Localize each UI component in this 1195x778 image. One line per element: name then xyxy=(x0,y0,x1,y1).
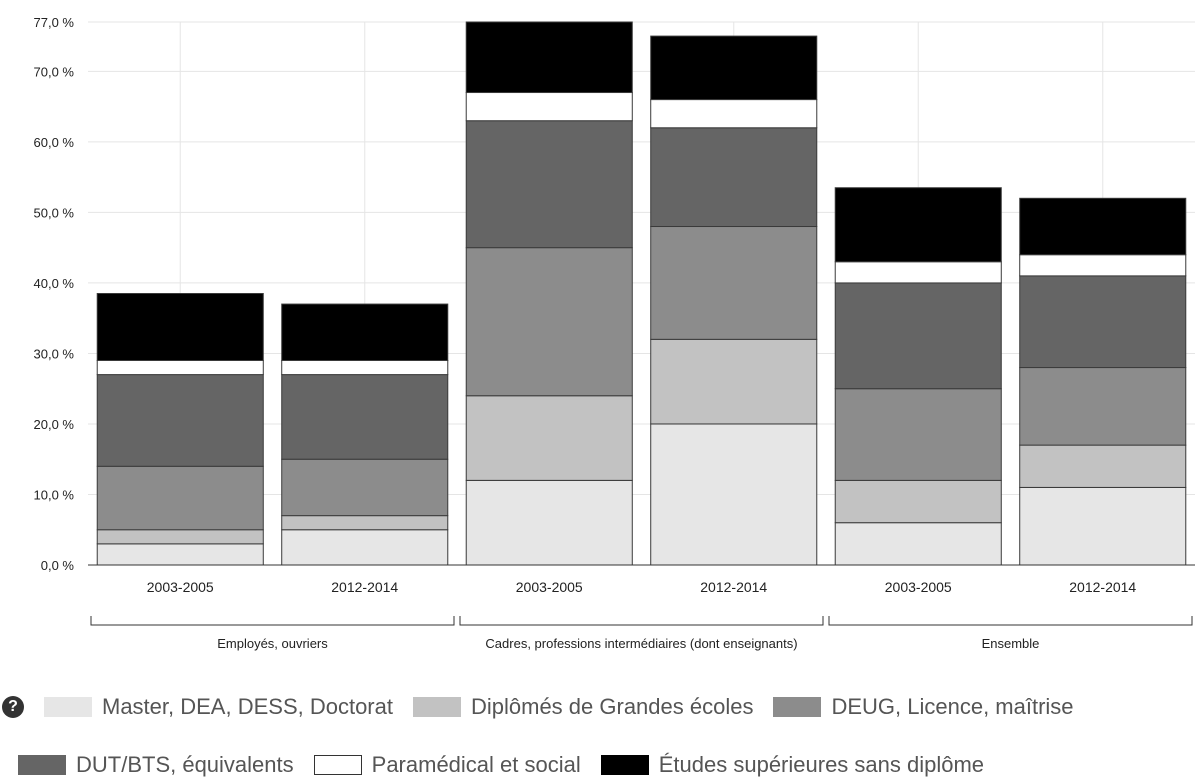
group-label: Employés, ouvriers xyxy=(217,636,328,651)
x-tick-label: 2003-2005 xyxy=(516,579,583,595)
bar-segment xyxy=(1019,486,1187,566)
legend-swatch xyxy=(44,697,92,717)
group-bracket xyxy=(90,616,455,626)
legend-label: DUT/BTS, équivalents xyxy=(76,752,294,777)
legend-row: ? Master, DEA, DESS, Doctorat Diplômés de… xyxy=(0,694,1094,720)
bar-segment xyxy=(834,187,1002,263)
bar-segment xyxy=(650,338,818,425)
stacked-bar-chart: 0,0 % 10,0 % 20,0 % 30,0 % 40,0 % 50,0 % 60,0 … xyxy=(34,15,1195,651)
bar-segment xyxy=(281,458,449,517)
bar-segment xyxy=(465,120,633,249)
legend-swatch xyxy=(600,755,649,775)
legend-swatch xyxy=(18,755,66,775)
y-tick-label: 40,0 % xyxy=(34,276,75,291)
legend-label: Paramédical et social xyxy=(371,752,581,777)
bar-segment xyxy=(281,303,449,361)
legend-item[interactable]: Diplômés de Grandes écoles xyxy=(412,694,754,720)
x-tick-label: 2003-2005 xyxy=(885,579,952,595)
bar-segment xyxy=(281,515,449,531)
y-tick-label: 30,0 % xyxy=(34,346,75,361)
bar-segment xyxy=(465,247,633,397)
legend-item[interactable]: Paramédical et social xyxy=(313,752,581,778)
x-tick-label: 2012-2014 xyxy=(1069,579,1136,595)
bar-segment xyxy=(96,465,264,531)
group-bracket xyxy=(459,616,824,626)
bar-segment xyxy=(96,359,264,376)
legend-row: DUT/BTS, équivalents Paramédical et socia… xyxy=(18,752,1004,778)
y-tick-label: 20,0 % xyxy=(34,417,75,432)
legend-swatch xyxy=(773,697,822,717)
legend-label: Études supérieures sans diplôme xyxy=(658,752,985,777)
legend-label: DEUG, Licence, maîtrise xyxy=(831,694,1074,719)
y-tick-label: 10,0 % xyxy=(34,487,75,502)
legend-item[interactable]: Master, DEA, DESS, Doctorat xyxy=(44,694,393,720)
group-label: Cadres, professions intermédiaires (dont… xyxy=(485,636,797,651)
legend-item[interactable]: DEUG, Licence, maîtrise xyxy=(773,694,1074,720)
bar-segment xyxy=(650,99,818,129)
legend-item[interactable]: Études supérieures sans diplôme xyxy=(600,752,985,778)
legend-swatch xyxy=(412,697,461,717)
bar-segment xyxy=(650,226,818,340)
bar-segment xyxy=(834,479,1002,524)
bar-segment xyxy=(96,374,264,467)
bar-segment xyxy=(650,423,818,566)
legend-item[interactable]: DUT/BTS, équivalents xyxy=(18,752,294,778)
bar-segment xyxy=(1019,444,1187,488)
x-tick-label: 2003-2005 xyxy=(147,579,214,595)
bar-segment xyxy=(465,92,633,122)
bar-segment xyxy=(834,522,1002,566)
y-tick-label: 70,0 % xyxy=(34,64,75,79)
bar-segment xyxy=(1019,275,1187,369)
bar-segment xyxy=(281,359,449,376)
bar-segment xyxy=(834,282,1002,390)
bar-segment xyxy=(834,261,1002,284)
bar-segment xyxy=(96,293,264,361)
bar-segment xyxy=(96,543,264,566)
x-tick-label: 2012-2014 xyxy=(700,579,767,595)
y-tick-label: 50,0 % xyxy=(34,205,75,220)
question-circle-icon[interactable]: ? xyxy=(2,696,24,718)
bar-segment xyxy=(281,529,449,566)
group-bracket xyxy=(828,616,1193,626)
x-axis: 2003-2005 2012-2014 2003-2005 2012-2014 2003… xyxy=(88,564,1195,651)
bar-segment xyxy=(281,374,449,460)
bar-segment xyxy=(650,127,818,228)
y-tick-label: 77,0 % xyxy=(34,15,75,30)
bar-segment xyxy=(465,395,633,481)
y-axis: 0,0 % 10,0 % 20,0 % 30,0 % 40,0 % 50,0 % 60,0 … xyxy=(34,15,75,573)
bar-segment xyxy=(650,35,818,101)
bar-segment xyxy=(1019,197,1187,256)
legend-label: Master, DEA, DESS, Doctorat xyxy=(102,694,393,719)
bar-segment xyxy=(1019,367,1187,446)
bar-segment xyxy=(834,388,1002,481)
bar-segment xyxy=(465,479,633,566)
group-label: Ensemble xyxy=(982,636,1040,651)
y-tick-label: 60,0 % xyxy=(34,135,75,150)
bar-segment xyxy=(465,21,633,94)
bars xyxy=(96,21,1187,566)
bar-segment xyxy=(1019,254,1187,277)
bar-segment xyxy=(96,529,264,545)
legend-swatch xyxy=(313,755,362,775)
y-tick-label: 0,0 % xyxy=(41,558,75,573)
x-tick-label: 2012-2014 xyxy=(331,579,398,595)
legend-label: Diplômés de Grandes écoles xyxy=(470,694,754,719)
